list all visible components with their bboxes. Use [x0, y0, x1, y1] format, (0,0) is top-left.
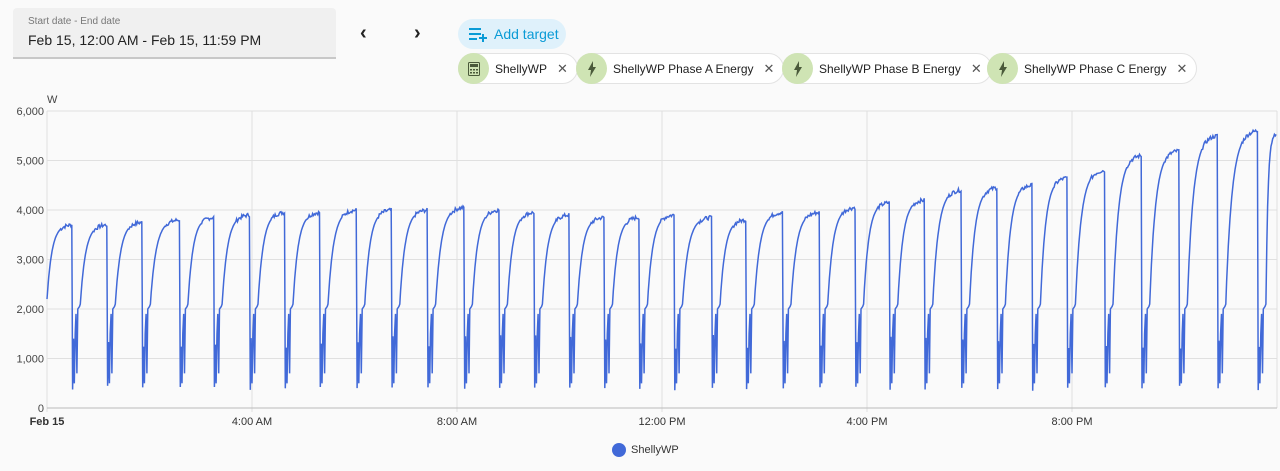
previous-period-button[interactable]: ‹ — [360, 22, 367, 44]
x-tick-label: 4:00 AM — [232, 416, 272, 428]
close-icon[interactable]: ✕ — [763, 60, 775, 76]
legend-label: ShellyWP — [631, 444, 679, 456]
x-tick-label: 4:00 PM — [847, 416, 888, 428]
legend-swatch — [612, 443, 626, 457]
y-tick-label: 3,000 — [16, 255, 44, 267]
y-tick-label: 6,000 — [16, 106, 44, 118]
lightning-bolt-icon — [782, 53, 813, 84]
lightning-bolt-icon — [576, 53, 607, 84]
y-tick-label: 4,000 — [16, 205, 44, 217]
y-tick-label: 1,000 — [16, 354, 44, 366]
y-tick-label: 0 — [38, 403, 44, 415]
date-range-value: Feb 15, 12:00 AM - Feb 15, 11:59 PM — [28, 32, 262, 48]
playlist-plus-icon — [469, 28, 487, 42]
legend-item-shellywp[interactable]: ShellyWP — [612, 443, 679, 457]
x-tick-label: 8:00 PM — [1052, 416, 1093, 428]
x-tick-label: 12:00 PM — [638, 416, 685, 428]
lightning-bolt-icon — [987, 53, 1018, 84]
y-axis-unit: W — [47, 94, 58, 106]
y-tick-label: 2,000 — [16, 304, 44, 316]
target-chip-label: ShellyWP Phase A Energy — [613, 61, 754, 76]
target-chip-label: ShellyWP Phase C Energy — [1024, 61, 1167, 76]
close-icon[interactable]: ✕ — [557, 60, 568, 76]
y-tick-label: 5,000 — [16, 156, 44, 168]
series-line-shellywp — [46, 128, 1277, 391]
close-icon[interactable]: ✕ — [970, 60, 982, 76]
next-period-button[interactable]: › — [414, 22, 421, 44]
x-tick-label: Feb 15 — [30, 416, 65, 428]
calculator-icon — [458, 53, 489, 84]
target-chip-label: ShellyWP — [495, 61, 548, 76]
date-range-picker[interactable]: Start date - End date Feb 15, 12:00 AM -… — [13, 8, 336, 59]
target-chip-phase-b[interactable]: ShellyWP Phase B Energy ✕ — [782, 53, 992, 84]
add-target-button[interactable]: Add target — [458, 19, 566, 49]
target-chip-label: ShellyWP Phase B Energy — [819, 61, 961, 76]
x-tick-label: 8:00 AM — [437, 416, 477, 428]
target-chip-phase-c[interactable]: ShellyWP Phase C Energy ✕ — [987, 53, 1198, 84]
add-target-label: Add target — [494, 26, 559, 42]
target-chip-shellywp[interactable]: ShellyWP ✕ — [458, 53, 578, 84]
target-chip-phase-a[interactable]: ShellyWP Phase A Energy ✕ — [576, 53, 785, 84]
close-icon[interactable]: ✕ — [1176, 60, 1188, 76]
date-range-label: Start date - End date — [28, 16, 121, 27]
